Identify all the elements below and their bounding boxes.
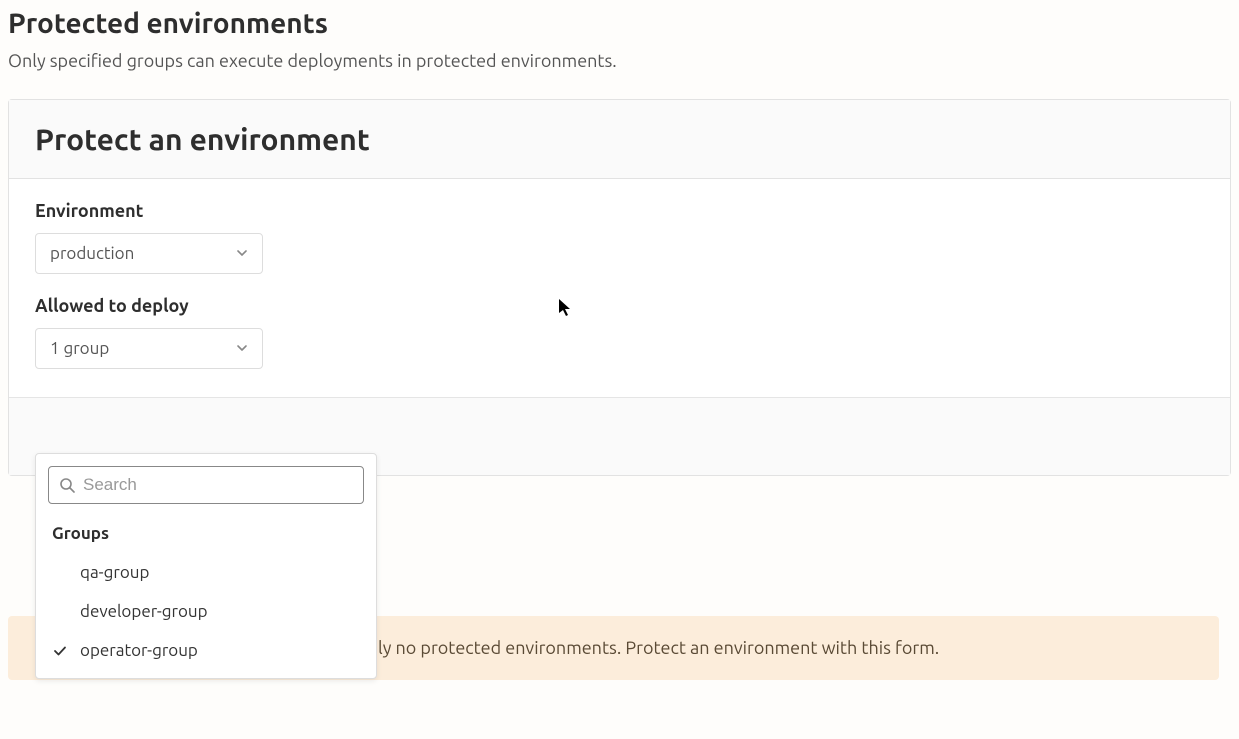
dropdown-search-wrap [36, 454, 376, 516]
page-description: Only specified groups can execute deploy… [8, 51, 1231, 71]
mouse-cursor-icon [558, 298, 574, 322]
environment-select-value: production [50, 244, 134, 263]
banner-text: ly no protected environments. Protect an… [378, 638, 939, 658]
card-title: Protect an environment [35, 122, 1204, 156]
allowed-to-deploy-select[interactable]: 1 group [35, 328, 263, 369]
environment-select[interactable]: production [35, 233, 263, 274]
chevron-down-icon [236, 339, 248, 358]
card-body: Environment production Allowed to deploy… [9, 179, 1230, 397]
protect-environment-card: Protect an environment Environment produ… [8, 99, 1231, 476]
dropdown-search-input[interactable] [83, 475, 353, 495]
dropdown-search[interactable] [48, 466, 364, 504]
card-header: Protect an environment [9, 100, 1230, 179]
dropdown-item-developer-group[interactable]: developer-group [36, 592, 376, 631]
dropdown-item-operator-group[interactable]: operator-group [36, 631, 376, 670]
dropdown-item-label: qa-group [80, 563, 149, 582]
allowed-to-deploy-dropdown: Groups qa-group developer-group operator… [35, 453, 377, 679]
dropdown-item-label: developer-group [80, 602, 208, 621]
dropdown-section-title: Groups [36, 516, 376, 553]
check-icon [52, 643, 80, 659]
allowed-to-deploy-value: 1 group [50, 339, 109, 358]
search-icon [59, 477, 75, 493]
allowed-to-deploy-label: Allowed to deploy [35, 296, 1204, 316]
page-title: Protected environments [8, 8, 1231, 39]
environment-label: Environment [35, 201, 1204, 221]
chevron-down-icon [236, 244, 248, 263]
dropdown-item-qa-group[interactable]: qa-group [36, 553, 376, 592]
dropdown-item-label: operator-group [80, 641, 198, 660]
